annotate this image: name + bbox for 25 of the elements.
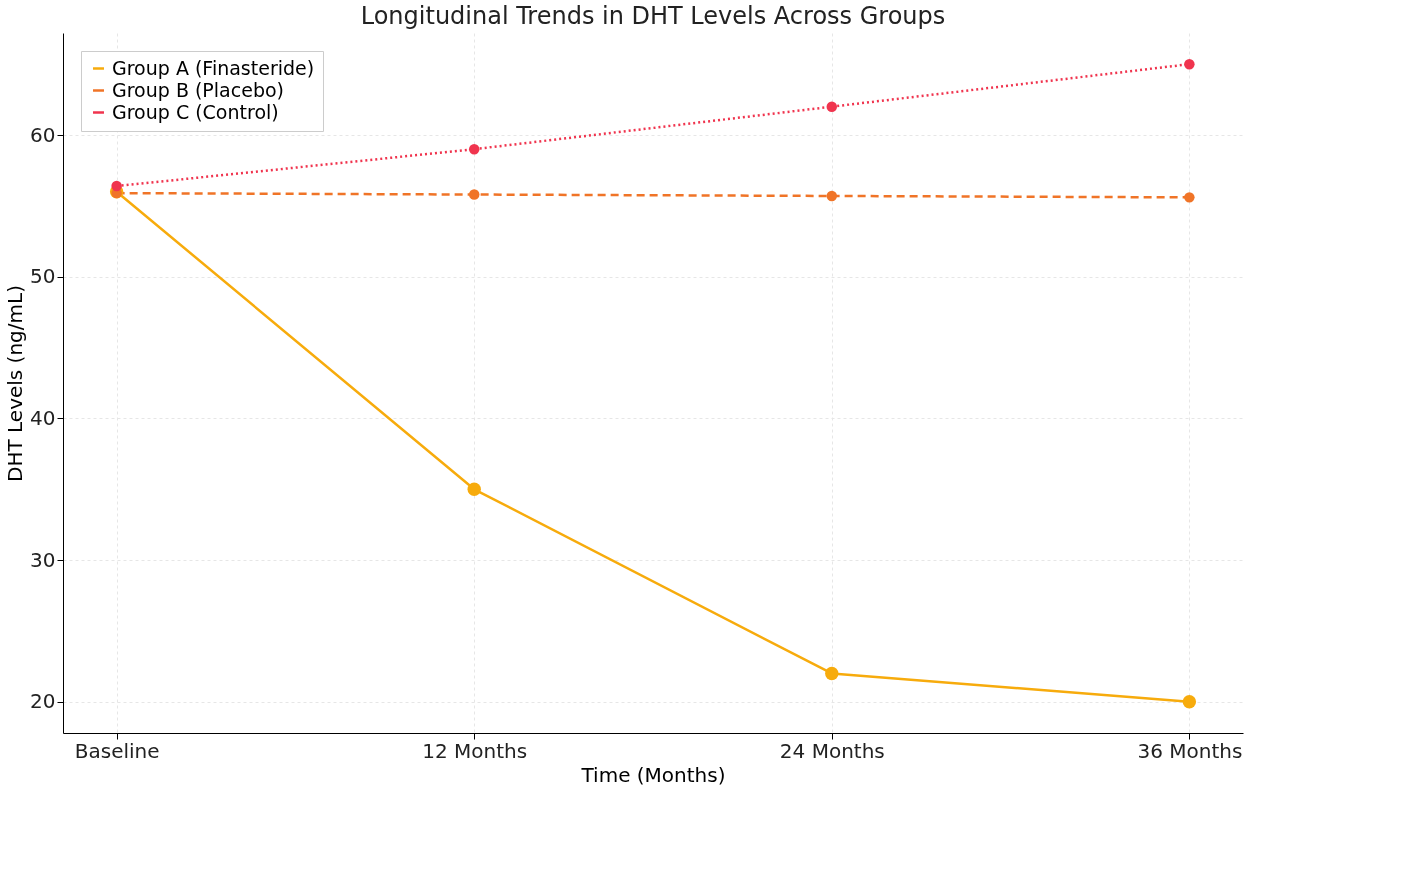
point (1182, 695, 1197, 709)
y-tick-label: 30 (30, 547, 56, 572)
x-axis-title: Time (Months) (580, 762, 726, 787)
x-tick-label: 12 Months (422, 738, 528, 763)
legend-label: Group B (Placebo) (112, 78, 284, 101)
point (468, 189, 480, 200)
legend-label: Group A (Finasteride) (112, 56, 315, 79)
point (826, 101, 838, 112)
point (468, 143, 480, 155)
y-axis-title: DHT Levels (ng/mL) (3, 285, 28, 482)
point (111, 180, 122, 192)
y-tick-label: 20 (30, 689, 56, 714)
chart-title: Longitudinal Trends in DHT Levels Across Groups (360, 2, 946, 30)
y-tick-label: 60 (30, 122, 56, 147)
point (467, 482, 481, 496)
x-tick-label: Baseline (74, 738, 160, 763)
point (1184, 58, 1195, 70)
x-tick-label: 36 Months (1137, 738, 1243, 763)
point (825, 666, 839, 681)
point (826, 190, 838, 202)
point (1184, 192, 1195, 203)
x-tick-label: 24 Months (779, 738, 885, 763)
y-tick-label: 40 (30, 405, 56, 430)
legend-label: Group C (Control) (112, 100, 279, 123)
y-tick-label: 50 (30, 264, 56, 289)
